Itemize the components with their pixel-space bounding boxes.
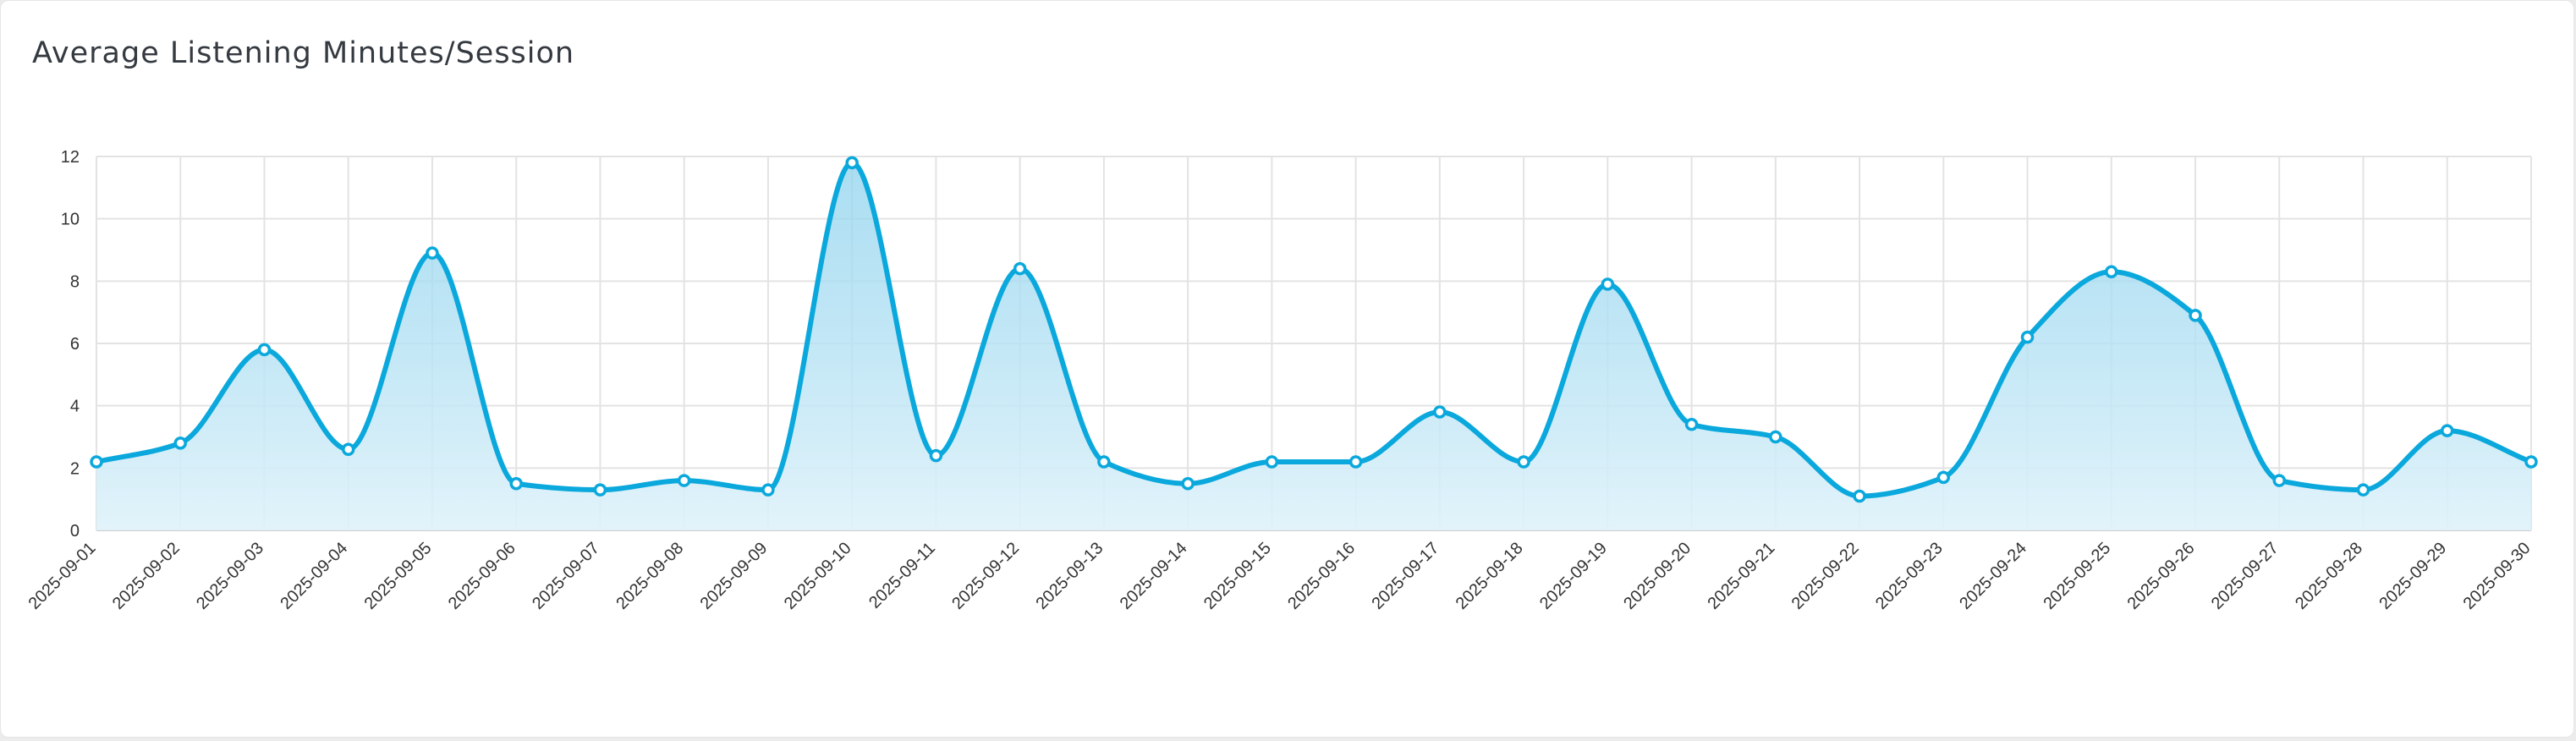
y-tick-label: 0: [70, 522, 80, 541]
data-point[interactable]: [2105, 265, 2118, 279]
data-point[interactable]: [593, 483, 607, 497]
x-tick-label: 2025-09-21: [1704, 539, 1778, 613]
y-axis-ticks: 0 2 4 6 8 10 12: [61, 148, 80, 541]
data-points: [90, 156, 2538, 503]
data-point[interactable]: [2356, 483, 2370, 497]
data-point[interactable]: [761, 483, 775, 497]
x-tick-label: 2025-09-12: [948, 539, 1023, 613]
x-tick-label: 2025-09-09: [697, 539, 772, 613]
x-tick-label: 2025-09-15: [1200, 539, 1275, 613]
data-point[interactable]: [173, 436, 187, 450]
data-point[interactable]: [1265, 455, 1279, 469]
data-point[interactable]: [1601, 277, 1615, 291]
data-point[interactable]: [2272, 474, 2287, 487]
x-tick-label: 2025-09-02: [109, 539, 184, 613]
x-tick-label: 2025-09-28: [2292, 539, 2366, 613]
data-point[interactable]: [509, 477, 523, 491]
x-tick-label: 2025-09-13: [1033, 539, 1107, 613]
data-point[interactable]: [2441, 424, 2454, 437]
data-point[interactable]: [2020, 330, 2035, 344]
y-tick-label: 8: [70, 272, 80, 291]
data-point[interactable]: [845, 156, 859, 170]
x-tick-label: 2025-09-04: [277, 539, 351, 613]
data-point[interactable]: [1517, 455, 1530, 469]
data-point[interactable]: [1097, 455, 1111, 469]
x-tick-label: 2025-09-05: [361, 539, 436, 613]
y-tick-label: 4: [70, 398, 80, 416]
y-tick-label: 2: [70, 459, 80, 478]
data-point[interactable]: [677, 474, 691, 487]
x-tick-label: 2025-09-22: [1788, 539, 1863, 613]
data-point[interactable]: [1181, 477, 1195, 491]
data-point[interactable]: [1013, 261, 1027, 276]
data-point[interactable]: [2524, 455, 2538, 469]
data-point[interactable]: [1769, 430, 1782, 444]
data-point[interactable]: [2189, 309, 2202, 322]
data-point[interactable]: [257, 343, 272, 357]
x-tick-label: 2025-09-16: [1284, 539, 1359, 613]
x-axis-ticks: 2025-09-01 2025-09-02 2025-09-03 2025-09-04…: [25, 539, 2535, 613]
series-area: [96, 162, 2531, 530]
x-tick-label: 2025-09-10: [781, 539, 855, 613]
x-tick-label: 2025-09-17: [1368, 539, 1442, 613]
data-point[interactable]: [341, 442, 355, 456]
x-tick-label: 2025-09-20: [1620, 539, 1694, 613]
x-tick-label: 2025-09-26: [2124, 539, 2199, 613]
data-point[interactable]: [1433, 405, 1447, 419]
data-point[interactable]: [1348, 455, 1363, 469]
x-tick-label: 2025-09-06: [445, 539, 519, 613]
x-tick-label: 2025-09-11: [865, 539, 939, 612]
x-tick-label: 2025-09-27: [2208, 539, 2282, 613]
y-tick-label: 6: [70, 335, 80, 354]
data-point[interactable]: [1936, 470, 1951, 485]
x-tick-label: 2025-09-03: [193, 539, 267, 613]
area-fill-group: [96, 162, 2531, 530]
chart-title: Average Listening Minutes/Session: [32, 36, 575, 70]
x-tick-label: 2025-09-14: [1117, 539, 1191, 613]
series-line: [94, 160, 2534, 499]
x-tick-label: 2025-09-08: [612, 539, 687, 613]
x-tick-label: 2025-09-19: [1536, 539, 1611, 613]
data-point[interactable]: [929, 448, 943, 463]
x-tick-label: 2025-09-24: [1956, 539, 2030, 613]
series-line-group: [94, 160, 2534, 499]
x-tick-label: 2025-09-07: [529, 539, 603, 613]
x-tick-label: 2025-09-01: [25, 539, 100, 613]
data-point[interactable]: [426, 246, 439, 260]
x-tick-label: 2025-09-18: [1453, 539, 1527, 613]
data-point[interactable]: [1853, 489, 1866, 503]
x-tick-label: 2025-09-23: [1872, 539, 1947, 613]
x-tick-label: 2025-09-25: [2040, 539, 2114, 613]
x-tick-label: 2025-09-29: [2376, 539, 2450, 613]
data-point[interactable]: [1684, 418, 1699, 431]
x-tick-label: 2025-09-30: [2460, 539, 2535, 613]
y-tick-label: 10: [61, 211, 80, 229]
data-point[interactable]: [90, 455, 103, 469]
y-tick-label: 12: [61, 148, 80, 167]
